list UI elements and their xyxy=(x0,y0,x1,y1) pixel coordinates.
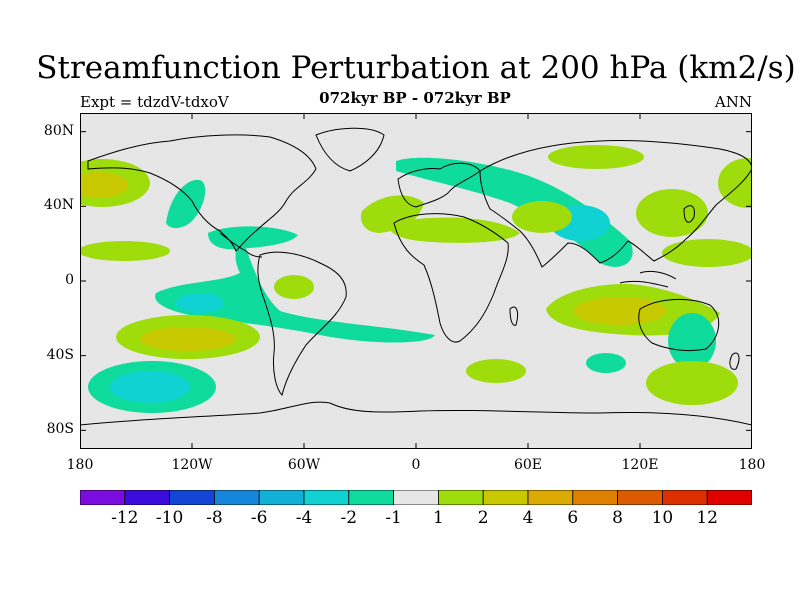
colorbar-label: 4 xyxy=(522,508,534,528)
colorbar-swatch xyxy=(706,490,752,505)
longitude-label: 60E xyxy=(513,457,543,473)
colorbar-label: -10 xyxy=(155,508,184,528)
longitude-label: 180 xyxy=(66,457,94,473)
colorbar-swatch xyxy=(348,490,394,505)
map-title: Streamfunction Perturbation at 200 hPa (… xyxy=(36,50,796,86)
colorbar-swatch xyxy=(437,490,484,505)
colorbar-label: 12 xyxy=(696,508,718,528)
colorbar-label: -8 xyxy=(206,508,223,528)
colorbar-label: -6 xyxy=(250,508,268,528)
colorbar xyxy=(80,490,752,505)
colorbar-label: -12 xyxy=(111,508,139,528)
colorbar-label: -4 xyxy=(295,508,313,528)
latitude-label: 0 xyxy=(65,272,74,288)
axis-ticks xyxy=(80,113,752,449)
latitude-label: 80N xyxy=(43,122,74,139)
colorbar-swatch xyxy=(617,490,663,505)
longitude-label: 60W xyxy=(287,457,321,473)
colorbar-label: 6 xyxy=(567,508,579,528)
longitude-label: 180 xyxy=(738,457,766,473)
colorbar-swatch xyxy=(258,490,305,505)
colorbar-swatch xyxy=(124,490,170,505)
colorbar-swatch xyxy=(80,490,126,505)
colorbar-label: -2 xyxy=(340,508,358,528)
colorbar-label: -1 xyxy=(385,508,402,528)
map-panel xyxy=(80,113,752,449)
contour-fills xyxy=(80,145,752,413)
colorbar-swatch xyxy=(482,490,529,505)
colorbar-swatch xyxy=(169,490,215,505)
colorbar-label: 8 xyxy=(612,508,623,528)
latitude-label: 40N xyxy=(43,197,74,214)
colorbar-swatch xyxy=(662,490,708,505)
longitude-label: 120E xyxy=(621,457,659,473)
season-label: ANN xyxy=(714,93,752,111)
colorbar-swatch xyxy=(303,490,350,505)
longitude-label: 0 xyxy=(411,457,421,473)
colorbar-label: 1 xyxy=(432,508,444,528)
experiment-label: Expt = tdzdV-tdxoV xyxy=(80,93,229,111)
colorbar-swatch xyxy=(393,490,439,505)
map-svg xyxy=(80,113,752,449)
colorbar-swatch xyxy=(572,490,618,505)
colorbar-swatch xyxy=(213,490,260,505)
period-label: 072kyr BP - 072kyr BP xyxy=(319,89,511,107)
colorbar-label: 10 xyxy=(651,508,674,528)
colorbar-label: 2 xyxy=(477,508,489,528)
coastlines xyxy=(80,127,752,426)
colorbar-swatch xyxy=(527,490,574,505)
longitude-label: 120W xyxy=(171,457,213,473)
latitude-label: 80S xyxy=(46,421,74,438)
latitude-label: 40S xyxy=(46,346,74,363)
